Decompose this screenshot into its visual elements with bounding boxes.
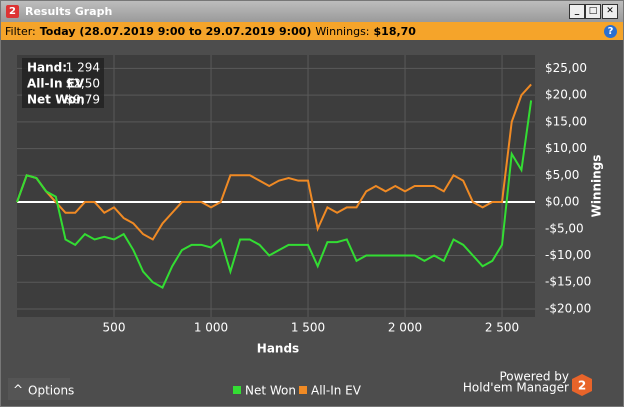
tooltip-value: $2,50 [66, 77, 100, 91]
y-tick-label: $25,00 [545, 61, 587, 75]
y-tick-label: -$15,00 [545, 275, 591, 289]
x-tick-label: 2 500 [485, 321, 519, 335]
options-button[interactable] [8, 378, 70, 400]
legend-swatch [233, 386, 241, 394]
options-caret: ^ [13, 383, 23, 397]
y-tick-label: -$10,00 [545, 248, 591, 262]
winnings-label: Winnings: [315, 24, 370, 38]
minimize-button[interactable]: _ [569, 4, 585, 19]
window-title: Results Graph [25, 5, 113, 18]
x-tick-label: 1 500 [291, 321, 325, 335]
powered-by: Powered by [499, 370, 569, 384]
tooltip-box [22, 58, 104, 108]
x-tick-label: 1 000 [194, 321, 228, 335]
x-tick-label: 500 [103, 321, 126, 335]
filter-label: Filter: [5, 24, 36, 38]
chart: Hands Winnings ^ Options Powered by Hold… [8, 55, 604, 400]
winnings-value: $18,70 [373, 24, 416, 38]
y-axis-label: Winnings [590, 155, 604, 218]
y-tick-label: $20,00 [545, 88, 587, 102]
brand-logo-text: 2 [578, 379, 586, 393]
filter-range[interactable]: Today (28.07.2019 9:00 to 29.07.2019 9:0… [39, 24, 312, 38]
y-tick-label: -$20,00 [545, 301, 591, 315]
legend-label: All-In EV [311, 384, 362, 398]
options-label[interactable]: Options [28, 384, 74, 398]
legend-swatch [299, 386, 307, 394]
y-tick-label: $15,00 [545, 114, 587, 128]
tooltip-value: -$9,79 [61, 93, 100, 107]
brand-logo [572, 374, 592, 396]
y-tick-label: $10,00 [545, 141, 587, 155]
help-button[interactable]: ? [604, 25, 617, 38]
x-axis-label: Hands [257, 342, 299, 356]
close-button[interactable]: ✕ [602, 4, 618, 19]
legend-label: Net Won [245, 384, 296, 398]
filter-bar: Filter: Today (28.07.2019 9:00 to 29.07.… [1, 22, 623, 40]
tooltip-label: All-In EV [27, 77, 85, 91]
y-tick-label: $5,00 [545, 168, 579, 182]
tooltip-label: Hand: [27, 61, 67, 75]
x-tick-label: 2 000 [388, 321, 422, 335]
y-tick-label: -$5,00 [545, 221, 584, 235]
series-line [16, 100, 533, 289]
y-tick-label: $0,00 [545, 195, 579, 209]
brand: Hold'em Manager [463, 381, 569, 395]
maximize-button[interactable]: □ [585, 4, 601, 19]
series-line [16, 83, 532, 241]
tooltip-label: Net Won [27, 93, 85, 107]
title-bar: 2 Results Graph _ □ ✕ [1, 1, 623, 22]
app-icon: 2 [6, 5, 19, 18]
tooltip-value: 1 294 [66, 61, 100, 75]
